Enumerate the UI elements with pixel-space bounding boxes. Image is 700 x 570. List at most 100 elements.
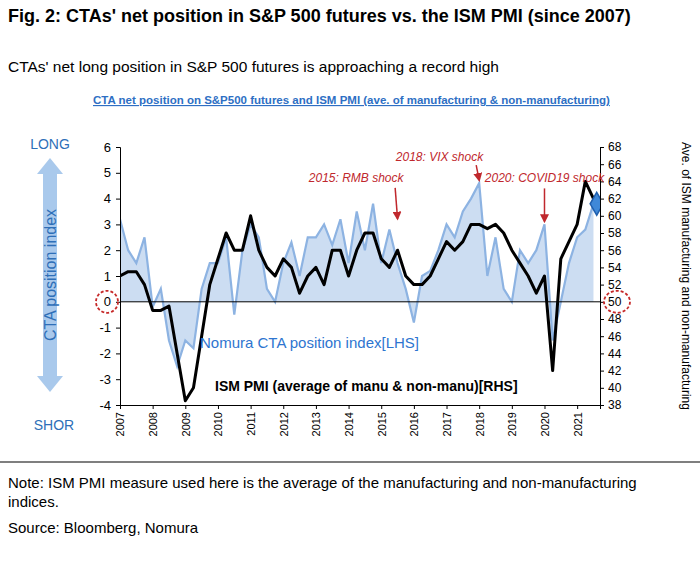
- separator: [0, 461, 700, 462]
- tick-label: 38: [608, 398, 622, 412]
- text-line: indices.: [8, 493, 59, 510]
- axis-arrow: [37, 158, 63, 392]
- y2-axis-title: Ave. of ISM manufacturing and non-manufa…: [679, 142, 693, 410]
- tick-label: 48: [608, 312, 622, 326]
- tick: 6: [104, 140, 120, 155]
- tick: 2015: [376, 405, 388, 436]
- tick-label: 2018: [474, 412, 486, 436]
- tick-label: 2017: [441, 412, 453, 436]
- subtitle: CTAs' net long position in S&P 500 futur…: [8, 58, 499, 75]
- tick: 58: [600, 226, 622, 240]
- tick-mark: [116, 276, 120, 277]
- tick: 2011: [245, 405, 257, 436]
- tick: 2014: [343, 405, 355, 436]
- tick-label: 5: [104, 165, 111, 180]
- tick-mark: [447, 405, 448, 409]
- tick-mark: [116, 328, 120, 329]
- tick: 2008: [147, 405, 159, 436]
- tick-label: 46: [608, 330, 622, 344]
- tick: 68: [600, 140, 622, 154]
- tick-highlight: [604, 291, 630, 313]
- line: [120, 181, 593, 400]
- tick-mark: [153, 405, 154, 409]
- tick: -3: [99, 372, 120, 387]
- tick-mark: [116, 250, 120, 251]
- tick-mark: [600, 285, 604, 286]
- chart-svg: Fig. 2: CTAs' net position in S&P 500 fu…: [0, 0, 700, 570]
- zero-line: [120, 301, 600, 302]
- source: Source: Bloomberg, Nomura: [8, 519, 199, 536]
- tick: 2018: [474, 405, 486, 436]
- tick-label: 2011: [245, 412, 257, 436]
- series-label: Nomura CTA position index[LHS]: [200, 334, 419, 351]
- tick-label: 52: [608, 278, 622, 292]
- tick: 38: [600, 398, 622, 412]
- tick: 5: [104, 165, 120, 180]
- tick-label: 54: [608, 261, 622, 275]
- tick-label: 2010: [212, 412, 224, 436]
- tick-label: 2019: [506, 412, 518, 436]
- y-axis-title: CTA position index: [42, 209, 59, 341]
- tick-label: 2007: [114, 412, 126, 436]
- tick: 46: [600, 330, 622, 344]
- tick-mark: [283, 405, 284, 409]
- tick-mark: [600, 353, 604, 354]
- title: Fig. 2: CTAs' net position in S&P 500 fu…: [8, 6, 631, 26]
- tick-label: 2012: [278, 412, 290, 436]
- axis-line: [121, 406, 601, 410]
- tick-label: 50: [608, 295, 622, 309]
- annotation: 2020: COVID19 shock: [484, 171, 605, 185]
- tick-label: 60: [608, 209, 622, 223]
- tick-mark: [218, 405, 219, 409]
- y-axis-bottom-label: SHOR: [34, 417, 74, 433]
- tick-mark: [600, 147, 604, 148]
- tick: -4: [99, 398, 120, 413]
- text-line: Note: ISM PMI measure used here is the a…: [8, 474, 637, 491]
- y-axis: -4-3-2-10123456: [99, 140, 120, 413]
- tick: 54: [600, 261, 622, 275]
- tick-label: 56: [608, 244, 622, 258]
- tick: 60: [600, 209, 622, 223]
- tick-mark: [600, 319, 604, 320]
- tick: -1: [99, 320, 120, 335]
- tick: 2016: [408, 405, 420, 436]
- tick: 66: [600, 158, 622, 172]
- tick-mark: [414, 405, 415, 409]
- tick: 2019: [506, 405, 518, 436]
- tick-label: 2008: [147, 412, 159, 436]
- annotation: 2015: RMB shock: [308, 171, 405, 185]
- tick-label: 62: [608, 192, 622, 206]
- axis-line: [116, 148, 121, 406]
- axis-line: [601, 148, 605, 406]
- tick-mark: [600, 199, 604, 200]
- series-label: ISM PMI (average of manu & non-manu)[RHS…: [215, 378, 518, 394]
- tick-mark: [600, 388, 604, 389]
- tick: 2012: [278, 405, 290, 436]
- tick-mark: [116, 173, 120, 174]
- tick-label: 2013: [310, 412, 322, 436]
- tick: 2: [104, 243, 120, 258]
- tick-label: 40: [608, 381, 622, 395]
- tick-mark: [600, 233, 604, 234]
- tick-label: 2020: [539, 412, 551, 436]
- tick-mark: [600, 250, 604, 251]
- tick: 42: [600, 364, 622, 378]
- annotation-arrow: [395, 188, 397, 219]
- tick-mark: [116, 224, 120, 225]
- tick-label: -3: [99, 372, 111, 387]
- text-line: Fig. 2: CTAs' net position in S&P 500 fu…: [8, 6, 631, 26]
- tick: 2010: [212, 405, 224, 436]
- tick-label: 6: [104, 140, 111, 155]
- tick: 56: [600, 244, 622, 258]
- tick: 40: [600, 381, 622, 395]
- tick: 2021: [571, 405, 583, 436]
- tick-label: -4: [99, 398, 111, 413]
- tick-label: 2015: [376, 412, 388, 436]
- tick-label: 68: [608, 140, 622, 154]
- tick: 1: [104, 269, 120, 284]
- tick-label: 2016: [408, 412, 420, 436]
- tick: 2013: [310, 405, 322, 436]
- tick-mark: [577, 405, 578, 409]
- tick-mark: [600, 371, 604, 372]
- tick-label: 4: [104, 191, 111, 206]
